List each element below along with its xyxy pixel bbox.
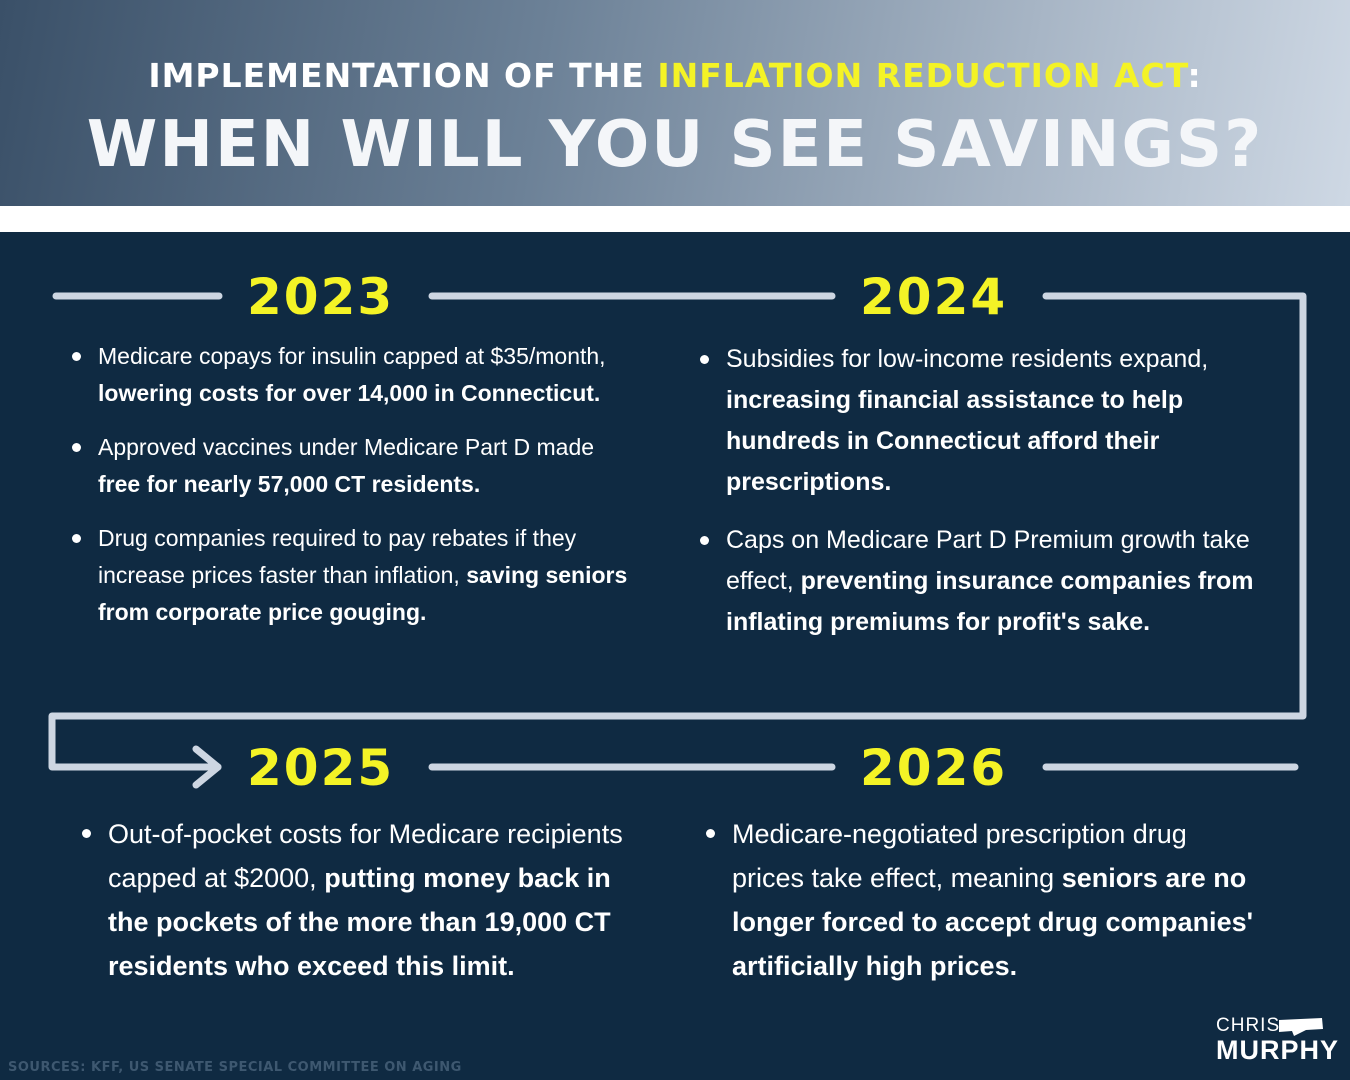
year-2023: 2023 (247, 268, 395, 326)
logo-first-name: CHRIS (1216, 1015, 1281, 1036)
sources-note: SOURCES: KFF, US SENATE SPECIAL COMMITTE… (8, 1060, 462, 1075)
logo: CHRIS MURPHY (1216, 1015, 1340, 1065)
header-divider (0, 206, 1350, 232)
title-prefix: IMPLEMENTATION OF THE (148, 56, 658, 95)
title-highlight: INFLATION REDUCTION ACT (657, 56, 1188, 95)
timeline-line-wrap (48, 292, 1307, 771)
list-2026: Medicare-negotiated prescription drug pr… (704, 812, 1264, 988)
list-item: Subsidies for low-income residents expan… (698, 339, 1258, 503)
list-item: Medicare-negotiated prescription drug pr… (704, 812, 1264, 988)
arrow-right-icon (192, 745, 222, 789)
list-item: Drug companies required to pay rebates i… (70, 520, 640, 631)
header-banner: IMPLEMENTATION OF THE INFLATION REDUCTIO… (0, 0, 1350, 206)
list-item: Approved vaccines under Medicare Part D … (70, 429, 640, 503)
year-2025: 2025 (247, 739, 395, 797)
state-outline-icon (1279, 1018, 1323, 1036)
title-suffix: : (1187, 56, 1202, 95)
title-line-1: IMPLEMENTATION OF THE INFLATION REDUCTIO… (0, 56, 1350, 95)
list-item: Medicare copays for insulin capped at $3… (70, 338, 640, 412)
list-item: Caps on Medicare Part D Premium growth t… (698, 520, 1258, 643)
logo-last-name: MURPHY (1216, 1035, 1340, 1065)
year-2024: 2024 (860, 268, 1008, 326)
page-title: WHEN WILL YOU SEE SAVINGS? (86, 108, 1264, 182)
list-2024: Subsidies for low-income residents expan… (698, 339, 1258, 660)
year-2026: 2026 (860, 739, 1008, 797)
list-2025: Out-of-pocket costs for Medicare recipie… (80, 812, 640, 988)
list-item: Out-of-pocket costs for Medicare recipie… (80, 812, 640, 988)
list-2023: Medicare copays for insulin capped at $3… (70, 338, 640, 648)
